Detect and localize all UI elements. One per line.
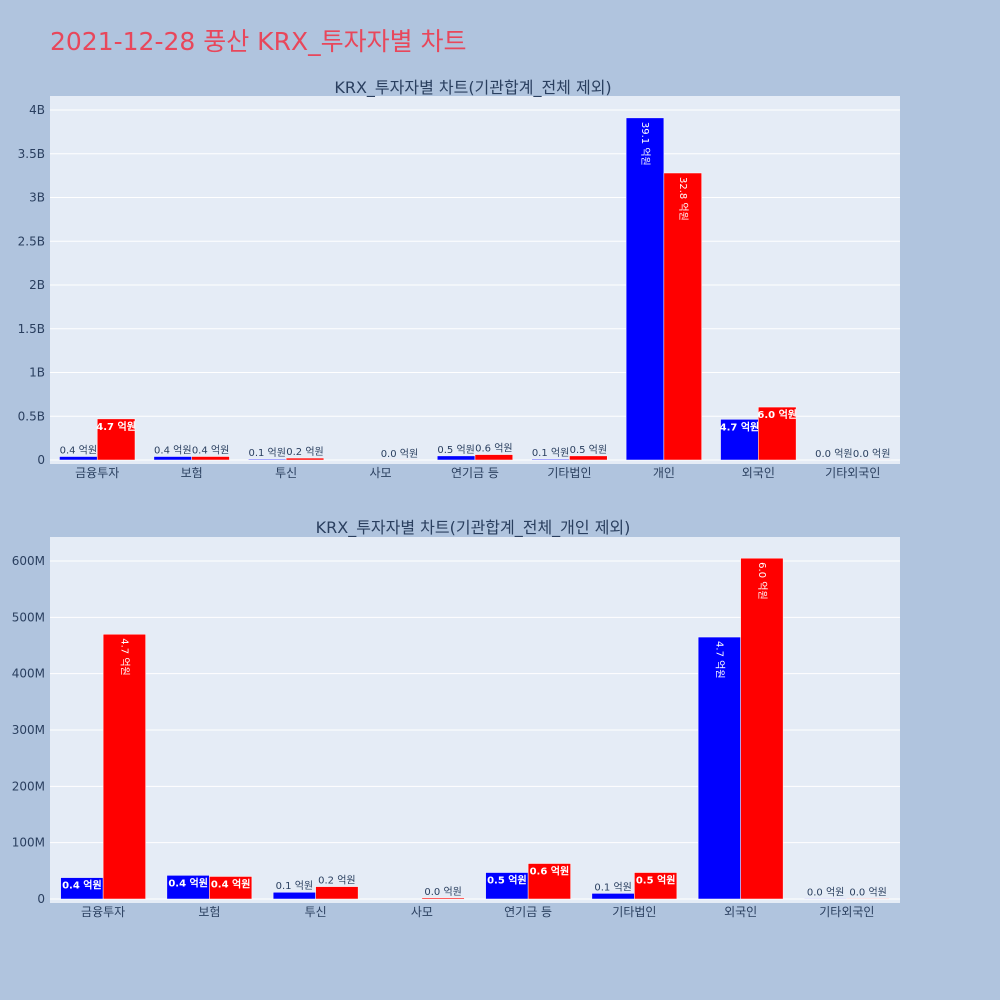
bar [740,557,784,900]
data-label: 0.4 억원 [62,879,102,892]
data-label: 0.2 억원 [318,875,355,887]
bar [527,863,571,900]
data-label: 0.5 억원 [570,444,607,456]
x-tick-label: 연기금 등 [451,466,499,480]
bar [625,117,665,461]
bar [191,456,230,461]
bar [720,419,759,461]
data-label: 0.4 억원 [60,445,97,457]
bar [804,898,848,900]
y-tick-label: 4B [29,103,45,117]
chart-title: KRX_투자자별 차트(기관합계_전체 제외) [334,78,611,98]
x-tick-label: 보험 [198,905,220,919]
data-label: 0.1 억원 [248,447,285,459]
x-tick-label: 연기금 등 [504,905,552,919]
data-label: 0.1 억원 [594,881,631,893]
bar [102,633,146,900]
bar [474,454,514,461]
y-tick-label: 3B [29,191,45,205]
data-label: 6.0 억원 [757,408,797,421]
data-label: 0.5 억원 [636,874,676,887]
data-label: 0.0 억원 [815,448,852,460]
y-tick-label: 400M [12,667,45,681]
y-tick-label: 200M [12,779,45,793]
data-label: 0.0 억원 [849,886,886,898]
data-label: 0.6 억원 [475,443,512,455]
data-label: 0.6 억원 [530,865,570,878]
y-tick-label: 0 [37,892,45,906]
x-tick-label: 금융투자 [75,466,119,480]
y-tick-label: 500M [12,610,45,624]
data-label: 32.8 억원 [677,177,689,221]
x-tick-label: 기타법인 [612,905,656,919]
bar [634,872,678,900]
bar [272,891,316,900]
y-tick-label: 3.5B [18,147,45,161]
data-label: 0.0 억원 [424,886,461,898]
data-label: 0.0 억원 [807,886,844,898]
chart-1: 0 0.5B 1B 1.5B 2B 2.5B 3B 3.5B 4B KRX_투자자별 차트(기관합… [18,78,900,480]
bar [285,457,325,461]
data-label: 39.1 억원 [639,122,651,166]
data-label: 4.7 억원 [713,641,725,678]
page-title: 2021-12-28 풍산 KRX_투자자별 차트 [50,27,467,56]
bar [209,876,253,900]
data-label: 0.4 억원 [211,877,251,890]
data-label: 0.4 억원 [168,876,208,889]
y-tick-label: 600M [12,554,45,568]
bar [569,455,608,461]
y-tick-label: 0.5B [18,409,45,423]
data-label: 0.2 억원 [286,446,323,458]
data-label: 0.0 억원 [853,448,890,460]
bar [663,172,702,461]
bar [96,418,136,461]
bar [591,893,635,900]
x-tick-label: 외국인 [742,466,775,480]
data-label: 0.1 억원 [276,880,313,892]
x-tick-label: 기타법인 [547,466,591,480]
y-tick-label: 2B [29,278,45,292]
data-label: 0.5 억원 [487,874,527,887]
data-label: 4.7 억원 [720,420,760,433]
data-label: 0.5 억원 [437,444,474,456]
y-tick-label: 300M [12,723,45,737]
x-tick-label: 보험 [181,466,203,480]
data-label: 0.4 억원 [192,445,229,457]
y-tick-label: 100M [12,836,45,850]
x-tick-label: 외국인 [724,905,757,919]
bar [421,897,465,900]
x-tick-label: 기타외국인 [825,466,880,480]
data-label: 0.0 억원 [381,448,418,460]
bar [758,406,797,461]
data-label: 4.7 억원 [96,420,136,433]
data-label: 0.1 억원 [532,447,569,459]
y-tick-label: 2.5B [18,234,45,248]
plot-area [50,96,900,464]
y-tick-label: 0 [37,453,45,467]
data-label: 0.4 억원 [154,445,191,457]
x-tick-label: 금융투자 [81,905,125,919]
x-tick-label: 사모 [411,905,433,919]
data-label: 6.0 억원 [756,562,768,599]
x-tick-label: 투신 [305,905,327,919]
x-tick-label: 투신 [275,466,297,480]
x-tick-label: 사모 [370,466,392,480]
bar [846,898,890,900]
bar [697,636,741,900]
bar [315,886,359,900]
y-tick-label: 1.5B [18,322,45,336]
x-tick-label: 기타외국인 [819,905,874,919]
y-tick-label: 1B [29,366,45,380]
data-label: 4.7 억원 [118,638,130,675]
x-tick-label: 개인 [653,466,675,480]
chart-title: KRX_투자자별 차트(기관합계_전체_개인 제외) [316,518,631,538]
